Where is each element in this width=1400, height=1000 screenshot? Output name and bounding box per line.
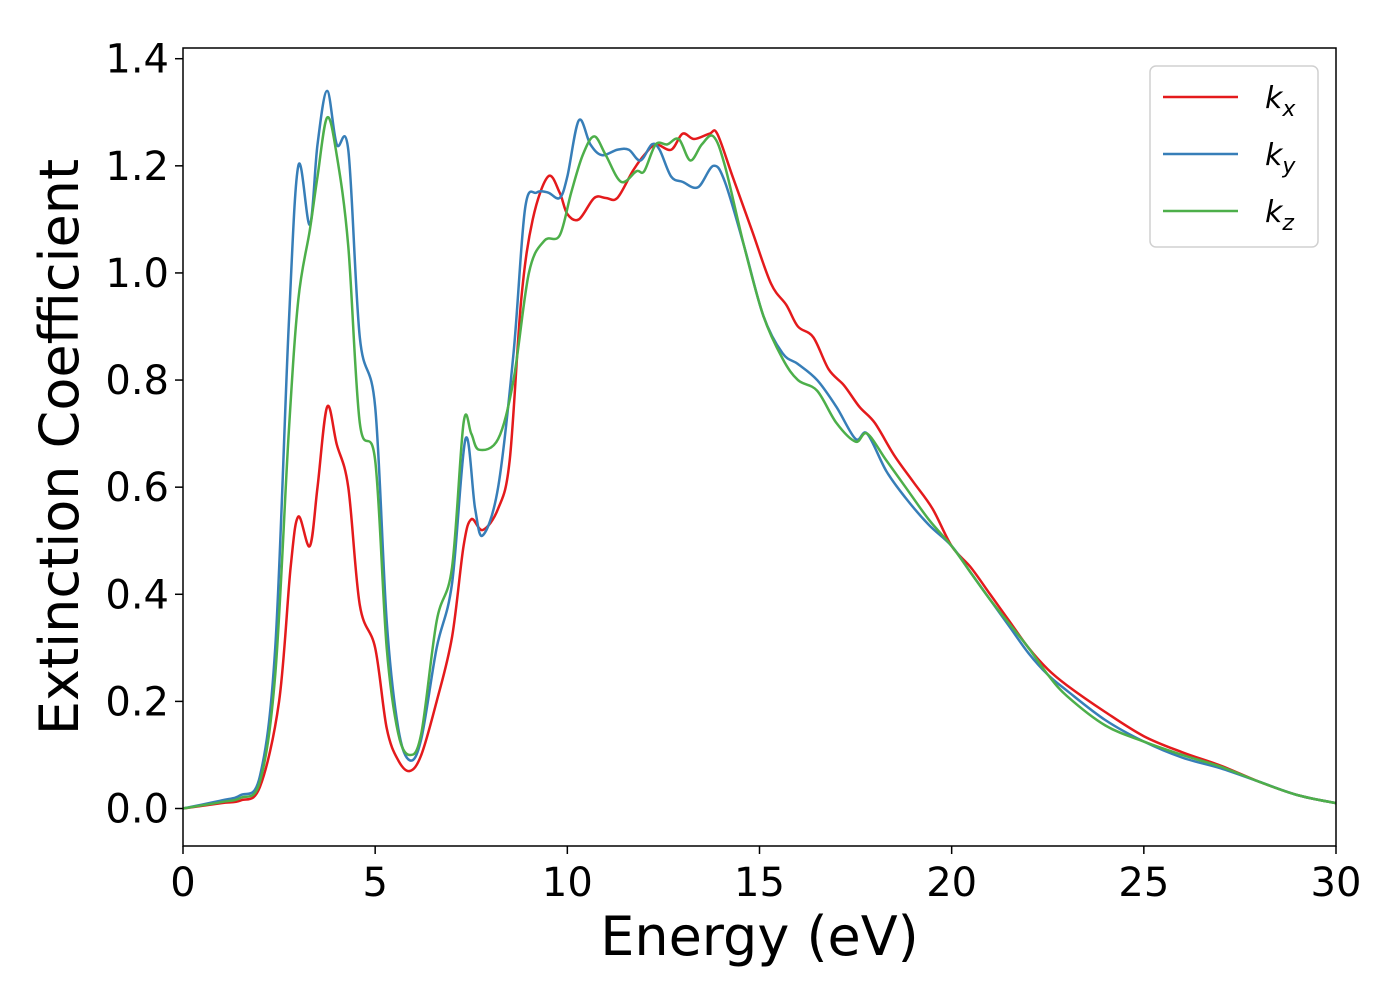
y-tick-label: 0.2 [105,679,169,725]
series-line-kx [182,129,1337,810]
y-axis-title: Extinction Coefficient [28,159,91,735]
x-tick-label: 15 [734,860,785,906]
legend-label-kz: kz [1265,195,1294,236]
y-tick-label: 1.4 [105,37,169,83]
legend-box [1149,65,1319,248]
legend-label-kx: kx [1265,81,1296,122]
y-tick-label: 0.4 [105,572,169,618]
x-tick-label: 25 [1118,860,1169,906]
x-tick-label: 0 [170,860,195,906]
y-tick-label: 0.0 [105,787,169,833]
x-tick-label: 5 [362,860,387,906]
y-tick-label: 1.2 [105,144,169,190]
y-tick-label: 0.6 [105,465,169,511]
x-axis-title: Energy (eV) [600,905,919,968]
x-tick-label: 30 [1311,860,1362,906]
x-tick-label: 10 [542,860,593,906]
x-tick-label: 20 [926,860,977,906]
x-axis: 0 5 10 15 20 25 30 [170,846,1361,906]
legend: kx ky kz [1149,65,1319,248]
y-tick-label: 1.0 [105,251,169,297]
y-axis: 0.0 0.2 0.4 0.6 0.8 1.0 1.2 1.4 [105,37,183,833]
y-tick-label: 0.8 [105,358,169,404]
legend-label-ky: ky [1265,138,1296,179]
series-layer [182,89,1337,810]
series-line-kz [182,116,1337,810]
